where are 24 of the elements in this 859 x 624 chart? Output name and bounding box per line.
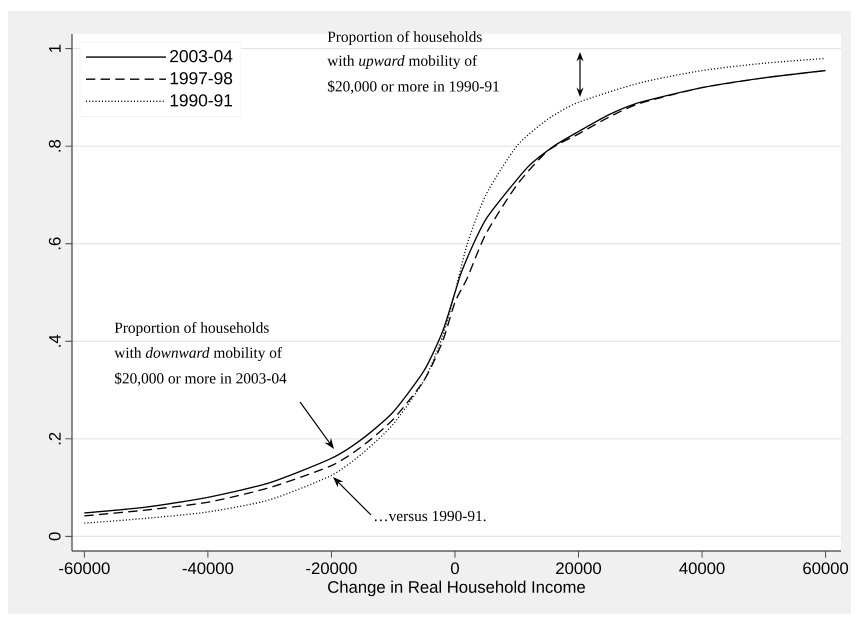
legend-label: 1997-98 (170, 72, 232, 84)
annotation: Proportion of households (328, 30, 482, 46)
y-tick-label: 1 (49, 44, 61, 52)
x-tick-label: 20000 (556, 562, 602, 574)
y-tick-label: .6 (48, 238, 61, 250)
annotation: …versus 1990-91. (374, 510, 486, 522)
annotation: $20,000 or more in 2003-04 (114, 372, 287, 386)
x-tick-label: -40000 (182, 562, 234, 574)
annotation: $20,000 or more in 1990-91 (328, 80, 499, 94)
annotation: Proportion of households (114, 322, 269, 336)
annotation: with upward mobility of (327, 54, 478, 70)
y-tick-label: .8 (48, 140, 61, 152)
x-axis-title: Change in Real Household Income (328, 580, 585, 596)
x-tick-label: -60000 (59, 562, 110, 574)
y-tick-label: .4 (49, 334, 61, 347)
annotation: with downward mobility of (114, 346, 282, 362)
x-tick-label: 0 (450, 562, 459, 574)
y-tick-label: 0 (48, 532, 61, 540)
legend-label: 1990-91 (170, 94, 232, 106)
x-tick-label: -20000 (306, 562, 357, 574)
y-tick-label: .2 (48, 432, 61, 444)
x-tick-label: 40000 (679, 562, 725, 574)
legend-label: 2003-04 (170, 50, 232, 62)
x-tick-label: 60000 (803, 562, 848, 574)
